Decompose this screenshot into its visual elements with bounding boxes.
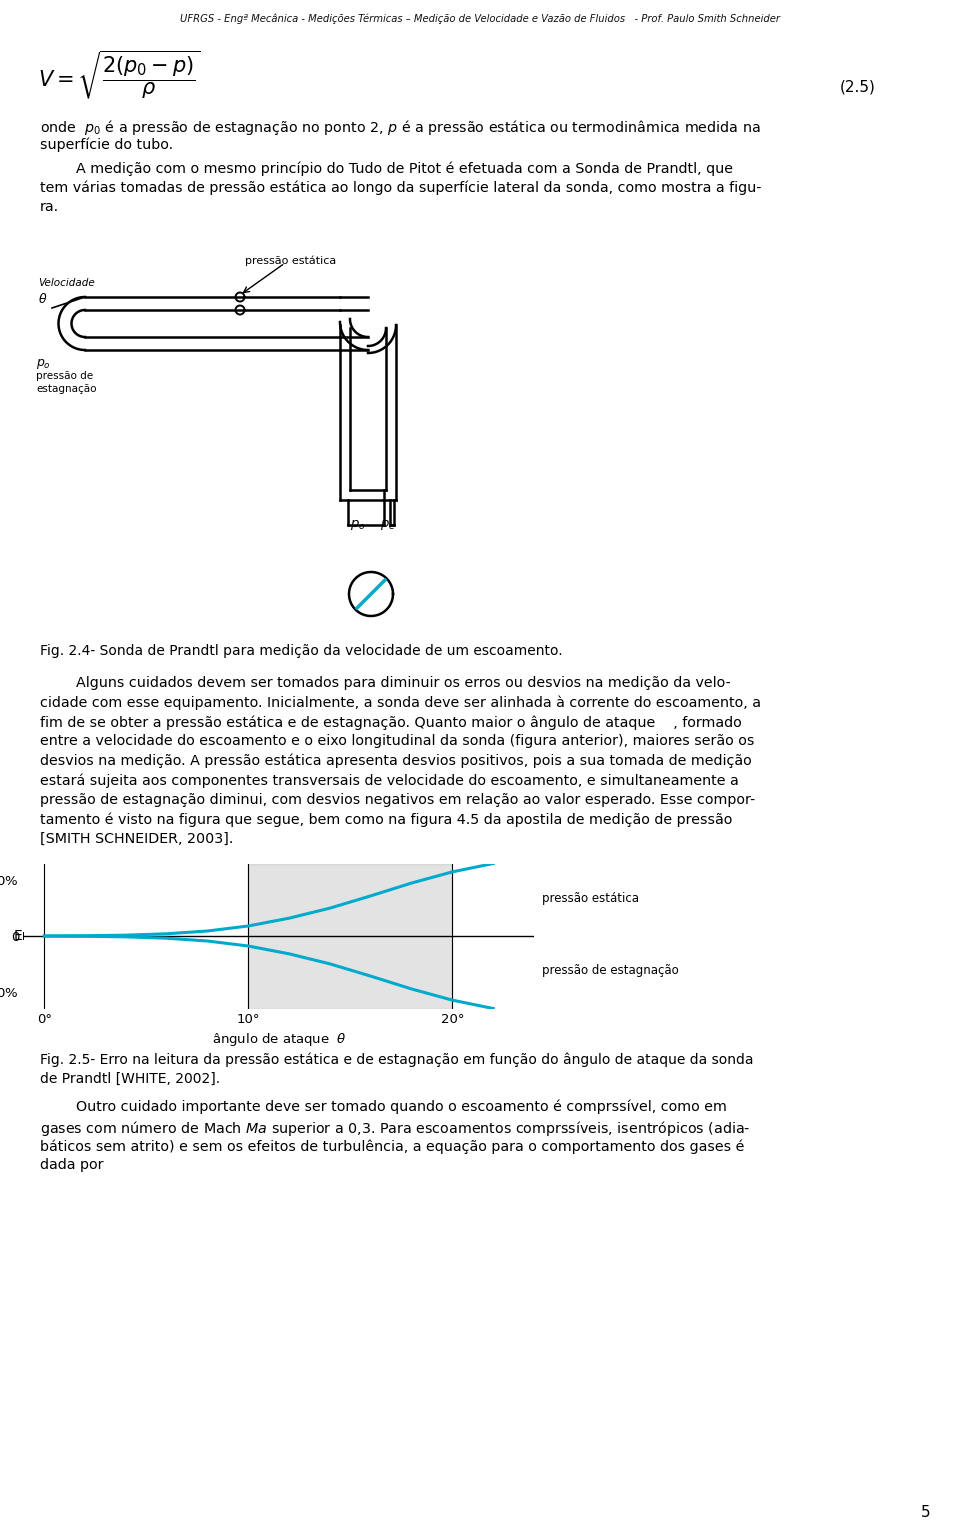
Text: gases com número de Mach $Ma$ superior a 0,3. Para escoamentos comprssíveis, ise: gases com número de Mach $Ma$ superior a… bbox=[40, 1120, 750, 1138]
Text: $p_o$: $p_o$ bbox=[36, 357, 51, 371]
Text: [SMITH SCHNEIDER, 2003].: [SMITH SCHNEIDER, 2003]. bbox=[40, 831, 233, 847]
Text: $p_e$: $p_e$ bbox=[380, 518, 396, 532]
Text: cidade com esse equipamento. Inicialmente, a sonda deve ser alinhada à corrente : cidade com esse equipamento. Inicialment… bbox=[40, 696, 761, 710]
Text: entre a velocidade do escoamento e o eixo longitudinal da sonda (figura anterior: entre a velocidade do escoamento e o eix… bbox=[40, 734, 755, 748]
Text: pressão de estagnação diminui, com desvios negativos em relação ao valor esperad: pressão de estagnação diminui, com desvi… bbox=[40, 793, 756, 807]
Text: Outro cuidado importante deve ser tomado quando o escoamento é comprssível, como: Outro cuidado importante deve ser tomado… bbox=[40, 1100, 727, 1114]
Text: desvios na medição. A pressão estática apresenta desvios positivos, pois a sua t: desvios na medição. A pressão estática a… bbox=[40, 754, 752, 769]
Text: báticos sem atrito) e sem os efeitos de turbulência, a equação para o comportame: báticos sem atrito) e sem os efeitos de … bbox=[40, 1138, 744, 1154]
Text: dada por: dada por bbox=[40, 1158, 104, 1172]
Text: pressão estática: pressão estática bbox=[245, 255, 336, 266]
Text: 5: 5 bbox=[921, 1505, 930, 1520]
Text: ra.: ra. bbox=[40, 201, 60, 214]
Text: A medição com o mesmo princípio do Tudo de Pitot é efetuada com a Sonda de Prand: A medição com o mesmo princípio do Tudo … bbox=[40, 161, 733, 175]
Text: pressão estática: pressão estática bbox=[542, 892, 639, 904]
Text: ângulo de ataque  $\theta$: ângulo de ataque $\theta$ bbox=[211, 1031, 347, 1047]
Text: UFRGS - Engª Mecânica - Medições Térmicas – Medição de Velocidade e Vazão de Flu: UFRGS - Engª Mecânica - Medições Térmica… bbox=[180, 14, 780, 24]
Text: estará sujeita aos componentes transversais de velocidade do escoamento, e simul: estará sujeita aos componentes transvers… bbox=[40, 774, 739, 787]
Text: superfície do tubo.: superfície do tubo. bbox=[40, 137, 173, 152]
Text: Alguns cuidados devem ser tomados para diminuir os erros ou desvios na medição d: Alguns cuidados devem ser tomados para d… bbox=[40, 676, 731, 690]
Text: $p_o$: $p_o$ bbox=[350, 518, 366, 532]
Text: fim de se obter a pressão estática e de estagnação. Quanto maior o ângulo de ata: fim de se obter a pressão estática e de … bbox=[40, 714, 742, 730]
Text: $V = \sqrt{\dfrac{2(p_0 - p)}{\rho}}$: $V = \sqrt{\dfrac{2(p_0 - p)}{\rho}}$ bbox=[38, 49, 201, 100]
Text: de Prandtl [WHITE, 2002].: de Prandtl [WHITE, 2002]. bbox=[40, 1072, 220, 1085]
Bar bbox=[249, 863, 452, 1008]
Text: tem várias tomadas de pressão estática ao longo da superfície lateral da sonda, : tem várias tomadas de pressão estática a… bbox=[40, 181, 761, 195]
Text: pressão de estagnação: pressão de estagnação bbox=[542, 964, 679, 977]
Text: pressão de: pressão de bbox=[36, 371, 93, 382]
Text: Fig. 2.4- Sonda de Prandtl para medição da velocidade de um escoamento.: Fig. 2.4- Sonda de Prandtl para medição … bbox=[40, 644, 563, 658]
Text: $\theta$: $\theta$ bbox=[38, 292, 47, 306]
Text: estagnação: estagnação bbox=[36, 385, 97, 394]
Text: onde  $p_0$ é a pressão de estagnação no ponto 2, $p$ é a pressão estática ou te: onde $p_0$ é a pressão de estagnação no … bbox=[40, 119, 760, 137]
Text: tamento é visto na figura que segue, bem como na figura 4.5 da apostila de mediç: tamento é visto na figura que segue, bem… bbox=[40, 813, 732, 827]
Text: Erro: Erro bbox=[14, 929, 42, 942]
Text: (2.5): (2.5) bbox=[840, 81, 876, 94]
Text: Velocidade: Velocidade bbox=[38, 278, 95, 287]
Text: Fig. 2.5- Erro na leitura da pressão estática e de estagnação em função do ângul: Fig. 2.5- Erro na leitura da pressão est… bbox=[40, 1052, 754, 1067]
